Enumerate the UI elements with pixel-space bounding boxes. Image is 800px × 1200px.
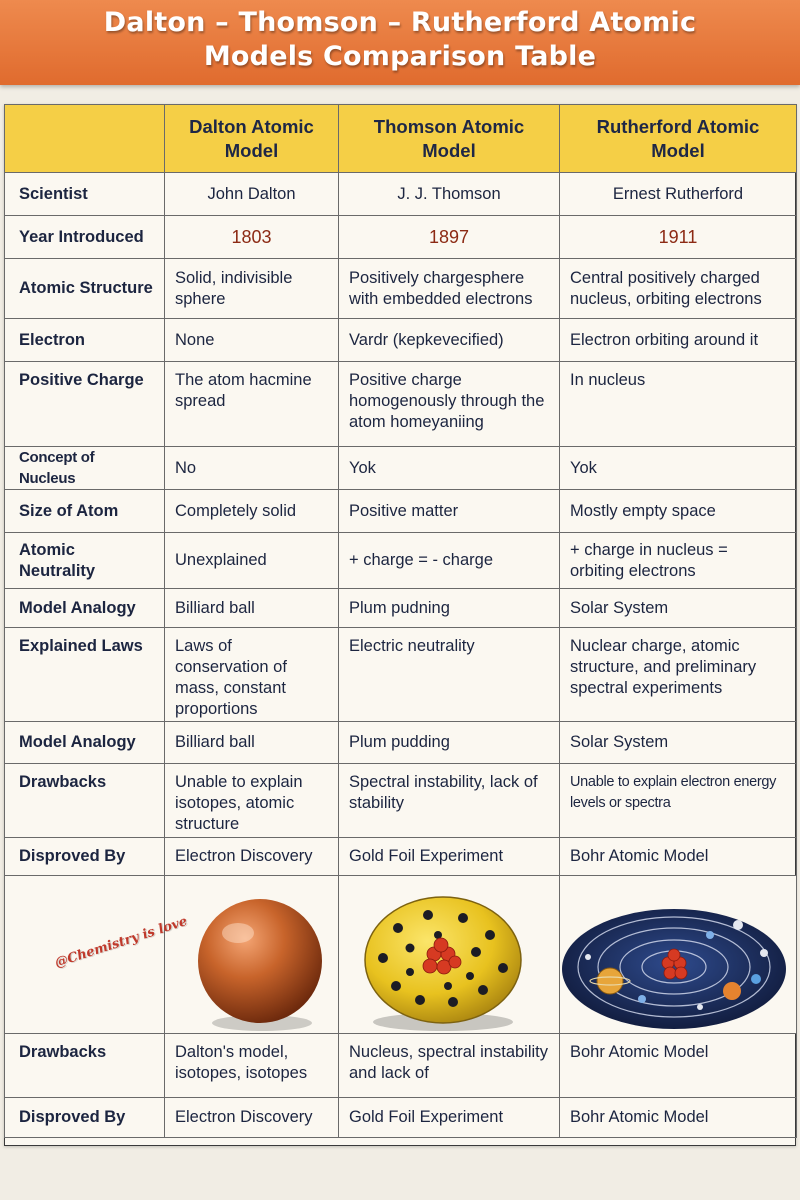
header-dalton: Dalton Atomic Model [164, 104, 339, 173]
cell-dalton: Electron Discovery [164, 1097, 339, 1138]
row-label-drawbacks-2: Drawbacks [4, 1033, 165, 1098]
cell-thomson: J. J. Thomson [338, 172, 560, 216]
cell-rutherford: Solar System [559, 721, 797, 764]
row-label-analogy-2: Model Analogy [4, 721, 165, 764]
table-row: Disproved By Electron Discovery Gold Foi… [4, 837, 797, 876]
illustration-label-cell [4, 875, 165, 1034]
dalton-solid-sphere-icon [198, 899, 322, 1031]
row-label-neutrality: Atomic Neutrality [4, 532, 165, 589]
cell-rutherford: Central positively charged nucleus, orbi… [559, 258, 797, 319]
cell-dalton: Billiard ball [164, 721, 339, 764]
cell-dalton: John Dalton [164, 172, 339, 216]
cell-dalton: Completely solid [164, 489, 339, 533]
cell-dalton: None [164, 318, 339, 362]
table-row: Year Introduced 1803 1897 1911 [4, 215, 797, 259]
cell-rutherford: Yok [559, 446, 797, 490]
cell-dalton: Electron Discovery [164, 837, 339, 876]
cell-dalton: Unable to explain isotopes, atomic struc… [164, 763, 339, 838]
cell-rutherford: Bohr Atomic Model [559, 1097, 797, 1138]
cell-dalton: Unexplained [164, 532, 339, 589]
title-line-2: Models Comparison Table [203, 41, 597, 72]
row-label-positive-charge: Positive Charge [4, 361, 165, 447]
cell-dalton: 1803 [164, 215, 339, 259]
cell-dalton: Dalton's model, isotopes, isotopes [164, 1033, 339, 1098]
header-corner [4, 104, 165, 173]
thomson-plum-pudding-icon [364, 896, 522, 1031]
table-row: Positive Charge The atom hacmine spread … [4, 361, 797, 447]
row-label-structure: Atomic Structure [4, 258, 165, 319]
table-row: Model Analogy Billiard ball Plum pudning… [4, 588, 797, 628]
table-row: Scientist John Dalton J. J. Thomson Erne… [4, 172, 797, 216]
cell-thomson: Positive charge homogenously through the… [338, 361, 560, 447]
table-row: Atomic Structure Solid, indivisible sphe… [4, 258, 797, 319]
row-label-disproved: Disproved By [4, 837, 165, 876]
cell-rutherford: In nucleus [559, 361, 797, 447]
cell-rutherford: Unable to explain electron energy levels… [559, 763, 797, 838]
header-rutherford: Rutherford Atomic Model [559, 104, 797, 173]
table-row: Atomic Neutrality Unexplained + charge =… [4, 532, 797, 589]
cell-rutherford: Bohr Atomic Model [559, 837, 797, 876]
table-row: Concept of Nucleus No Yok Yok [4, 446, 797, 490]
row-label-nucleus: Concept of Nucleus [4, 446, 165, 490]
table-row: Drawbacks Unable to explain isotopes, at… [4, 763, 797, 838]
table-row: Drawbacks Dalton's model, isotopes, isot… [4, 1033, 797, 1098]
cell-thomson: + charge = - charge [338, 532, 560, 589]
cell-dalton: No [164, 446, 339, 490]
cell-dalton: Billiard ball [164, 588, 339, 628]
table-row: Size of Atom Completely solid Positive m… [4, 489, 797, 533]
table-row: Model Analogy Billiard ball Plum pudding… [4, 721, 797, 764]
title-banner: Dalton – Thomson – Rutherford Atomic Mod… [0, 0, 800, 85]
cell-thomson: Yok [338, 446, 560, 490]
cell-thomson: Positive matter [338, 489, 560, 533]
cell-rutherford: Nuclear charge, atomic structure, and pr… [559, 627, 797, 722]
table-row: Disproved By Electron Discovery Gold Foi… [4, 1097, 797, 1138]
cell-thomson: Vardr (kepkevecified) [338, 318, 560, 362]
row-label-size: Size of Atom [4, 489, 165, 533]
cell-thomson: Gold Foil Experiment [338, 1097, 560, 1138]
row-label-scientist: Scientist [4, 172, 165, 216]
cell-thomson: Positively chargesphere with embedded el… [338, 258, 560, 319]
header-row: Dalton Atomic Model Thomson Atomic Model… [4, 104, 797, 173]
row-label-year: Year Introduced [4, 215, 165, 259]
cell-thomson: Plum pudning [338, 588, 560, 628]
cell-rutherford: Electron orbiting around it [559, 318, 797, 362]
cell-thomson: Spectral instability, lack of stability [338, 763, 560, 838]
cell-thomson: Gold Foil Experiment [338, 837, 560, 876]
row-label-drawbacks: Drawbacks [4, 763, 165, 838]
cell-dalton: Solid, indivisible sphere [164, 258, 339, 319]
header-thomson: Thomson Atomic Model [338, 104, 560, 173]
cell-thomson: 1897 [338, 215, 560, 259]
row-label-analogy: Model Analogy [4, 588, 165, 628]
row-label-disproved-2: Disproved By [4, 1097, 165, 1138]
row-label-explained-laws: Explained Laws [4, 627, 165, 722]
cell-rutherford: Mostly empty space [559, 489, 797, 533]
rutherford-orbit-model-icon [562, 909, 786, 1029]
table-row: Electron None Vardr (kepkevecified) Elec… [4, 318, 797, 362]
page-title: Dalton – Thomson – Rutherford Atomic Mod… [0, 6, 800, 74]
cell-rutherford: Solar System [559, 588, 797, 628]
cell-thomson: Electric neutrality [338, 627, 560, 722]
cell-rutherford: Bohr Atomic Model [559, 1033, 797, 1098]
cell-dalton: Laws of conservation of mass, constant p… [164, 627, 339, 722]
row-label-electron: Electron [4, 318, 165, 362]
cell-rutherford: 1911 [559, 215, 797, 259]
cell-thomson: Plum pudding [338, 721, 560, 764]
cell-dalton: The atom hacmine spread [164, 361, 339, 447]
table-row: Explained Laws Laws of conservation of m… [4, 627, 797, 722]
cell-rutherford: Ernest Rutherford [559, 172, 797, 216]
cell-rutherford: + charge in nucleus = orbiting electrons [559, 532, 797, 589]
title-line-1: Dalton – Thomson – Rutherford Atomic [103, 7, 697, 38]
cell-thomson: Nucleus, spectral instability and lack o… [338, 1033, 560, 1098]
